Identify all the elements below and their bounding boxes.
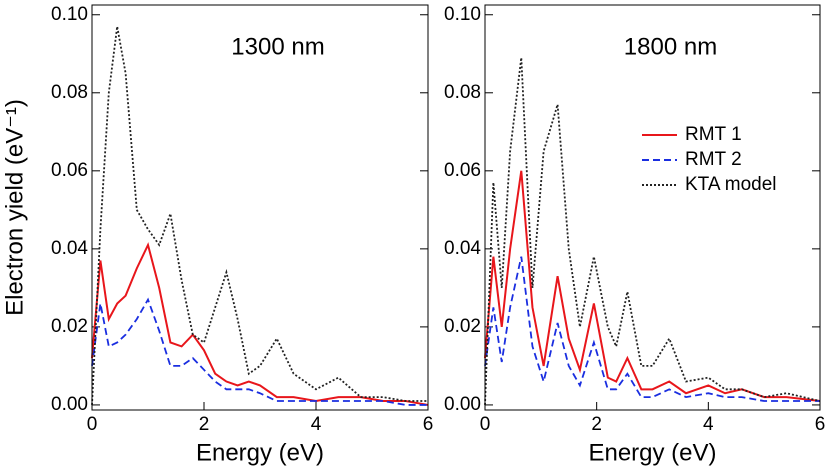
y-tick-label: 0.04 (444, 238, 481, 259)
y-tick-label: 0.02 (51, 316, 88, 337)
annotation: 1800 nm (624, 33, 717, 60)
series-line (91, 297, 428, 406)
legend-label: KTA model (685, 174, 777, 195)
plot-frame (91, 4, 429, 411)
legend-label: RMT 2 (685, 149, 742, 170)
annotation: 1300 nm (231, 33, 324, 60)
y-tick-label: 0.06 (51, 160, 88, 181)
y-tick-label: 0.00 (51, 394, 88, 415)
y-tick-label: 0.04 (51, 238, 88, 259)
x-axis-label: Energy (eV) (588, 439, 716, 466)
y-tick-label: 0.10 (51, 4, 88, 25)
series-line (91, 242, 429, 406)
series-line (484, 170, 821, 403)
x-tick-label: 0 (480, 414, 491, 435)
y-tick-label: 0.02 (444, 316, 481, 337)
x-tick-label: 6 (815, 414, 826, 435)
series-line (484, 57, 821, 405)
series-line (91, 26, 428, 405)
x-axis-label: Energy (eV) (196, 439, 324, 466)
x-tick-label: 2 (591, 414, 602, 435)
y-tick-label: 0.06 (444, 160, 481, 181)
plot-frame (484, 4, 821, 411)
x-tick-label: 0 (87, 414, 98, 435)
x-tick-label: 2 (199, 414, 210, 435)
y-axis-label: Electron yield (eV⁻¹) (1, 99, 28, 316)
legend-label: RMT 1 (685, 124, 742, 145)
x-tick-label: 4 (703, 414, 714, 435)
y-tick-label: 0.10 (444, 4, 481, 25)
x-tick-label: 4 (311, 414, 322, 435)
y-tick-label: 0.08 (444, 82, 481, 103)
series-line (484, 256, 820, 402)
y-tick-label: 0.00 (444, 394, 481, 415)
y-tick-label: 0.08 (51, 82, 88, 103)
x-tick-label: 6 (423, 414, 434, 435)
